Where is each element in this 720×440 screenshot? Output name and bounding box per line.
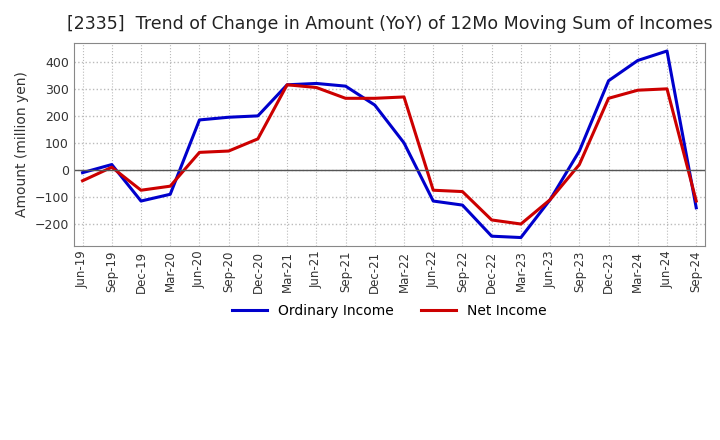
Ordinary Income bbox=[546, 197, 554, 202]
Ordinary Income bbox=[634, 58, 642, 63]
Ordinary Income bbox=[575, 148, 584, 154]
Ordinary Income bbox=[692, 205, 701, 210]
Net Income bbox=[692, 198, 701, 204]
Y-axis label: Amount (million yen): Amount (million yen) bbox=[15, 71, 29, 217]
Net Income bbox=[78, 178, 87, 183]
Ordinary Income bbox=[78, 170, 87, 175]
Ordinary Income bbox=[400, 140, 408, 146]
Net Income bbox=[634, 88, 642, 93]
Net Income bbox=[575, 162, 584, 167]
Ordinary Income bbox=[429, 198, 438, 204]
Net Income bbox=[137, 187, 145, 193]
Title: [2335]  Trend of Change in Amount (YoY) of 12Mo Moving Sum of Incomes: [2335] Trend of Change in Amount (YoY) o… bbox=[66, 15, 712, 33]
Ordinary Income bbox=[516, 235, 525, 240]
Net Income bbox=[341, 95, 350, 101]
Net Income bbox=[516, 221, 525, 227]
Net Income bbox=[662, 86, 671, 92]
Net Income bbox=[312, 85, 320, 90]
Net Income bbox=[604, 95, 613, 101]
Ordinary Income bbox=[166, 192, 174, 197]
Ordinary Income bbox=[225, 114, 233, 120]
Net Income bbox=[107, 165, 116, 170]
Ordinary Income bbox=[137, 198, 145, 204]
Legend: Ordinary Income, Net Income: Ordinary Income, Net Income bbox=[226, 299, 552, 324]
Net Income bbox=[400, 94, 408, 99]
Net Income bbox=[166, 183, 174, 189]
Line: Net Income: Net Income bbox=[83, 85, 696, 224]
Net Income bbox=[487, 217, 496, 223]
Ordinary Income bbox=[487, 234, 496, 239]
Net Income bbox=[546, 197, 554, 202]
Ordinary Income bbox=[253, 113, 262, 118]
Ordinary Income bbox=[195, 117, 204, 123]
Ordinary Income bbox=[341, 84, 350, 89]
Net Income bbox=[253, 136, 262, 142]
Ordinary Income bbox=[107, 162, 116, 167]
Ordinary Income bbox=[604, 78, 613, 83]
Ordinary Income bbox=[458, 202, 467, 208]
Ordinary Income bbox=[283, 82, 292, 88]
Net Income bbox=[283, 82, 292, 88]
Ordinary Income bbox=[371, 103, 379, 108]
Net Income bbox=[195, 150, 204, 155]
Line: Ordinary Income: Ordinary Income bbox=[83, 51, 696, 238]
Ordinary Income bbox=[312, 81, 320, 86]
Net Income bbox=[225, 148, 233, 154]
Net Income bbox=[429, 187, 438, 193]
Net Income bbox=[458, 189, 467, 194]
Net Income bbox=[371, 95, 379, 101]
Ordinary Income bbox=[662, 48, 671, 54]
